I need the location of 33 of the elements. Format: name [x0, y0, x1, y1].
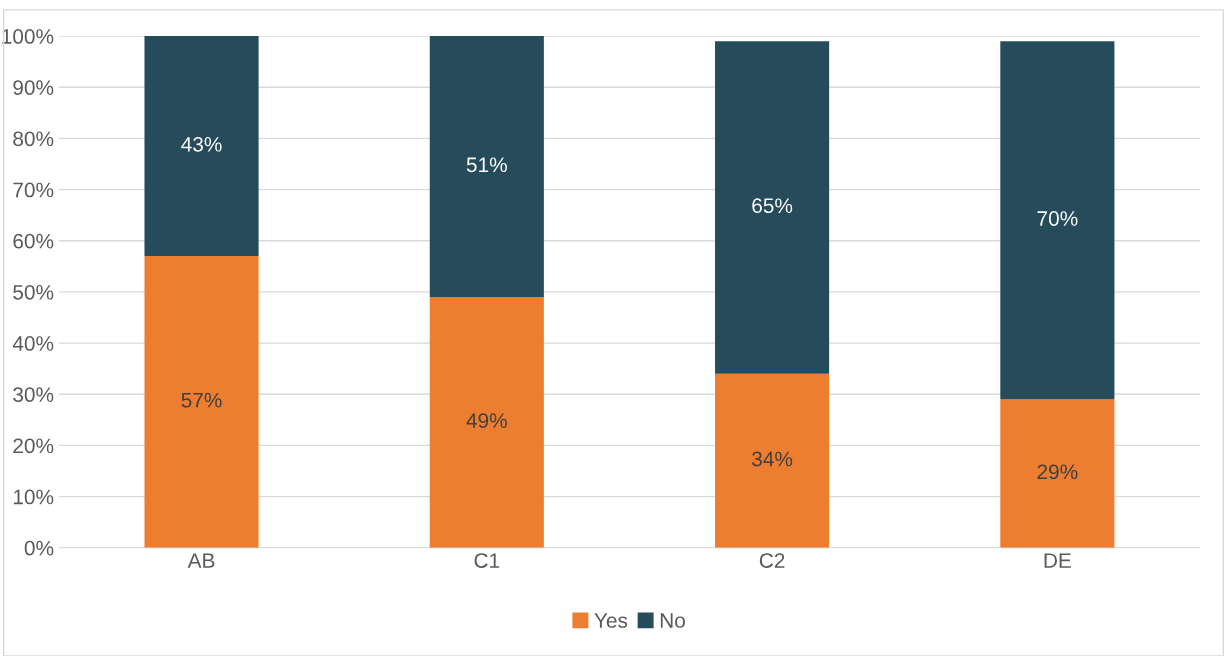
data-label: 43% — [181, 136, 222, 152]
data-label: 65% — [752, 198, 793, 214]
y-tick-label: 10% — [13, 489, 54, 505]
legend-label: Yes — [594, 613, 628, 628]
y-tick-label: 20% — [13, 438, 54, 454]
data-label: 34% — [752, 451, 793, 467]
y-tick-label: 90% — [13, 80, 54, 95]
data-label: 49% — [466, 413, 507, 428]
x-tick-label: AB — [187, 553, 215, 568]
bar — [1000, 399, 1115, 548]
y-tick-label: 50% — [13, 284, 54, 300]
y-tick-label: 100% — [2, 29, 54, 44]
bar — [144, 256, 259, 548]
y-tick-label: 80% — [13, 131, 54, 147]
y-tick-label: 0% — [24, 540, 54, 556]
y-tick-label: 40% — [12, 336, 54, 351]
data-label: 70% — [1037, 211, 1078, 226]
data-label: 29% — [1037, 464, 1078, 480]
bar — [715, 41, 830, 374]
y-tick-label: 60% — [13, 233, 54, 249]
data-label: 57% — [181, 392, 222, 408]
y-tick-label: 30% — [13, 387, 54, 403]
bar — [429, 297, 544, 548]
x-tick-label: C2 — [759, 553, 785, 568]
bar — [429, 36, 544, 298]
bar — [144, 36, 259, 257]
x-tick-label: C1 — [474, 553, 500, 568]
bar — [715, 373, 830, 548]
y-tick-label: 70% — [13, 182, 54, 198]
data-label: 51% — [466, 157, 507, 173]
x-tick-label: DE — [1044, 553, 1071, 568]
legend-label: No — [660, 613, 685, 628]
bar — [1000, 41, 1115, 400]
